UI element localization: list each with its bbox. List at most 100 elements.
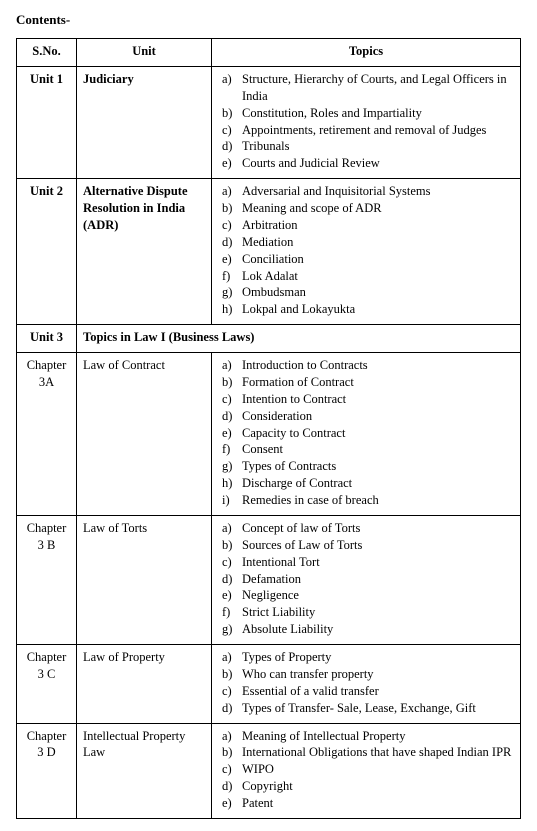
- list-item: a)Introduction to Contracts: [222, 357, 514, 374]
- list-text: Types of Transfer- Sale, Lease, Exchange…: [242, 701, 476, 715]
- list-marker: c): [222, 217, 240, 234]
- list-marker: b): [222, 105, 240, 122]
- list-text: Tribunals: [242, 139, 289, 153]
- list-item: b)International Obligations that have sh…: [222, 744, 514, 761]
- cell-sno: Unit 2: [17, 179, 77, 325]
- cell-unit: Alternative Dispute Resolution in India …: [77, 179, 212, 325]
- list-text: Who can transfer property: [242, 667, 374, 681]
- list-text: Types of Contracts: [242, 459, 336, 473]
- list-marker: e): [222, 425, 240, 442]
- list-text: Lokpal and Lokayukta: [242, 302, 355, 316]
- list-marker: b): [222, 666, 240, 683]
- cell-unit: Law of Contract: [77, 353, 212, 516]
- list-marker: b): [222, 537, 240, 554]
- section-title: Topics in Law I (Business Laws): [77, 325, 521, 353]
- list-marker: g): [222, 458, 240, 475]
- cell-topics: a)Concept of law of Tortsb)Sources of La…: [212, 515, 521, 644]
- list-marker: e): [222, 251, 240, 268]
- list-item: d)Copyright: [222, 778, 514, 795]
- cell-topics: a)Introduction to Contractsb)Formation o…: [212, 353, 521, 516]
- list-marker: c): [222, 391, 240, 408]
- list-marker: c): [222, 554, 240, 571]
- page-title: Contents-: [16, 12, 521, 28]
- list-item: b)Formation of Contract: [222, 374, 514, 391]
- list-item: d)Tribunals: [222, 138, 514, 155]
- list-marker: d): [222, 700, 240, 717]
- cell-topics: a)Meaning of Intellectual Propertyb)Inte…: [212, 723, 521, 818]
- table-header-row: S.No. Unit Topics: [17, 39, 521, 67]
- list-item: d)Types of Transfer- Sale, Lease, Exchan…: [222, 700, 514, 717]
- list-text: Consent: [242, 442, 283, 456]
- list-text: Concept of law of Torts: [242, 521, 360, 535]
- list-text: Adversarial and Inquisitorial Systems: [242, 184, 431, 198]
- list-marker: d): [222, 778, 240, 795]
- list-item: b)Constitution, Roles and Impartiality: [222, 105, 514, 122]
- list-item: c)WIPO: [222, 761, 514, 778]
- list-item: b)Meaning and scope of ADR: [222, 200, 514, 217]
- topics-list: a)Concept of law of Tortsb)Sources of La…: [218, 520, 514, 638]
- list-item: b)Sources of Law of Torts: [222, 537, 514, 554]
- list-item: c)Arbitration: [222, 217, 514, 234]
- list-text: Capacity to Contract: [242, 426, 345, 440]
- list-marker: f): [222, 441, 240, 458]
- list-text: Appointments, retirement and removal of …: [242, 123, 486, 137]
- list-marker: c): [222, 683, 240, 700]
- table-row: Unit 3Topics in Law I (Business Laws): [17, 325, 521, 353]
- list-item: h)Discharge of Contract: [222, 475, 514, 492]
- list-marker: a): [222, 728, 240, 745]
- list-text: Ombudsman: [242, 285, 306, 299]
- list-marker: h): [222, 301, 240, 318]
- topics-list: a)Meaning of Intellectual Propertyb)Inte…: [218, 728, 514, 812]
- list-item: e)Conciliation: [222, 251, 514, 268]
- list-text: Lok Adalat: [242, 269, 298, 283]
- list-marker: e): [222, 795, 240, 812]
- list-item: h)Lokpal and Lokayukta: [222, 301, 514, 318]
- table-row: Chapter 3ALaw of Contracta)Introduction …: [17, 353, 521, 516]
- cell-topics: a)Types of Propertyb)Who can transfer pr…: [212, 645, 521, 724]
- table-row: Chapter 3 CLaw of Propertya)Types of Pro…: [17, 645, 521, 724]
- list-text: Remedies in case of breach: [242, 493, 379, 507]
- list-text: WIPO: [242, 762, 274, 776]
- list-marker: g): [222, 621, 240, 638]
- topics-list: a)Types of Propertyb)Who can transfer pr…: [218, 649, 514, 717]
- table-row: Chapter 3 DIntellectual Property Lawa)Me…: [17, 723, 521, 818]
- list-text: Meaning of Intellectual Property: [242, 729, 406, 743]
- list-marker: f): [222, 604, 240, 621]
- list-text: Introduction to Contracts: [242, 358, 368, 372]
- list-item: e)Negligence: [222, 587, 514, 604]
- list-item: e)Capacity to Contract: [222, 425, 514, 442]
- list-marker: c): [222, 122, 240, 139]
- list-item: c)Appointments, retirement and removal o…: [222, 122, 514, 139]
- table-row: Chapter 3 BLaw of Tortsa)Concept of law …: [17, 515, 521, 644]
- list-item: f)Lok Adalat: [222, 268, 514, 285]
- table-row: Unit 2Alternative Dispute Resolution in …: [17, 179, 521, 325]
- list-text: Copyright: [242, 779, 293, 793]
- list-item: d)Consideration: [222, 408, 514, 425]
- list-text: Absolute Liability: [242, 622, 333, 636]
- list-item: a)Structure, Hierarchy of Courts, and Le…: [222, 71, 514, 105]
- list-marker: g): [222, 284, 240, 301]
- list-marker: d): [222, 408, 240, 425]
- cell-sno: Chapter 3 B: [17, 515, 77, 644]
- list-text: Constitution, Roles and Impartiality: [242, 106, 422, 120]
- table-row: Unit 1Judiciarya)Structure, Hierarchy of…: [17, 66, 521, 178]
- topics-list: a)Adversarial and Inquisitorial Systemsb…: [218, 183, 514, 318]
- cell-unit: Intellectual Property Law: [77, 723, 212, 818]
- list-text: Intention to Contract: [242, 392, 346, 406]
- col-unit: Unit: [77, 39, 212, 67]
- list-marker: f): [222, 268, 240, 285]
- topics-list: a)Structure, Hierarchy of Courts, and Le…: [218, 71, 514, 172]
- list-item: d)Mediation: [222, 234, 514, 251]
- list-item: a)Adversarial and Inquisitorial Systems: [222, 183, 514, 200]
- list-text: Discharge of Contract: [242, 476, 352, 490]
- list-marker: b): [222, 744, 240, 761]
- list-text: Arbitration: [242, 218, 298, 232]
- list-item: d)Defamation: [222, 571, 514, 588]
- list-item: g)Absolute Liability: [222, 621, 514, 638]
- cell-unit: Law of Property: [77, 645, 212, 724]
- list-text: Mediation: [242, 235, 293, 249]
- list-marker: h): [222, 475, 240, 492]
- list-marker: c): [222, 761, 240, 778]
- cell-sno: Unit 1: [17, 66, 77, 178]
- cell-sno: Chapter 3 D: [17, 723, 77, 818]
